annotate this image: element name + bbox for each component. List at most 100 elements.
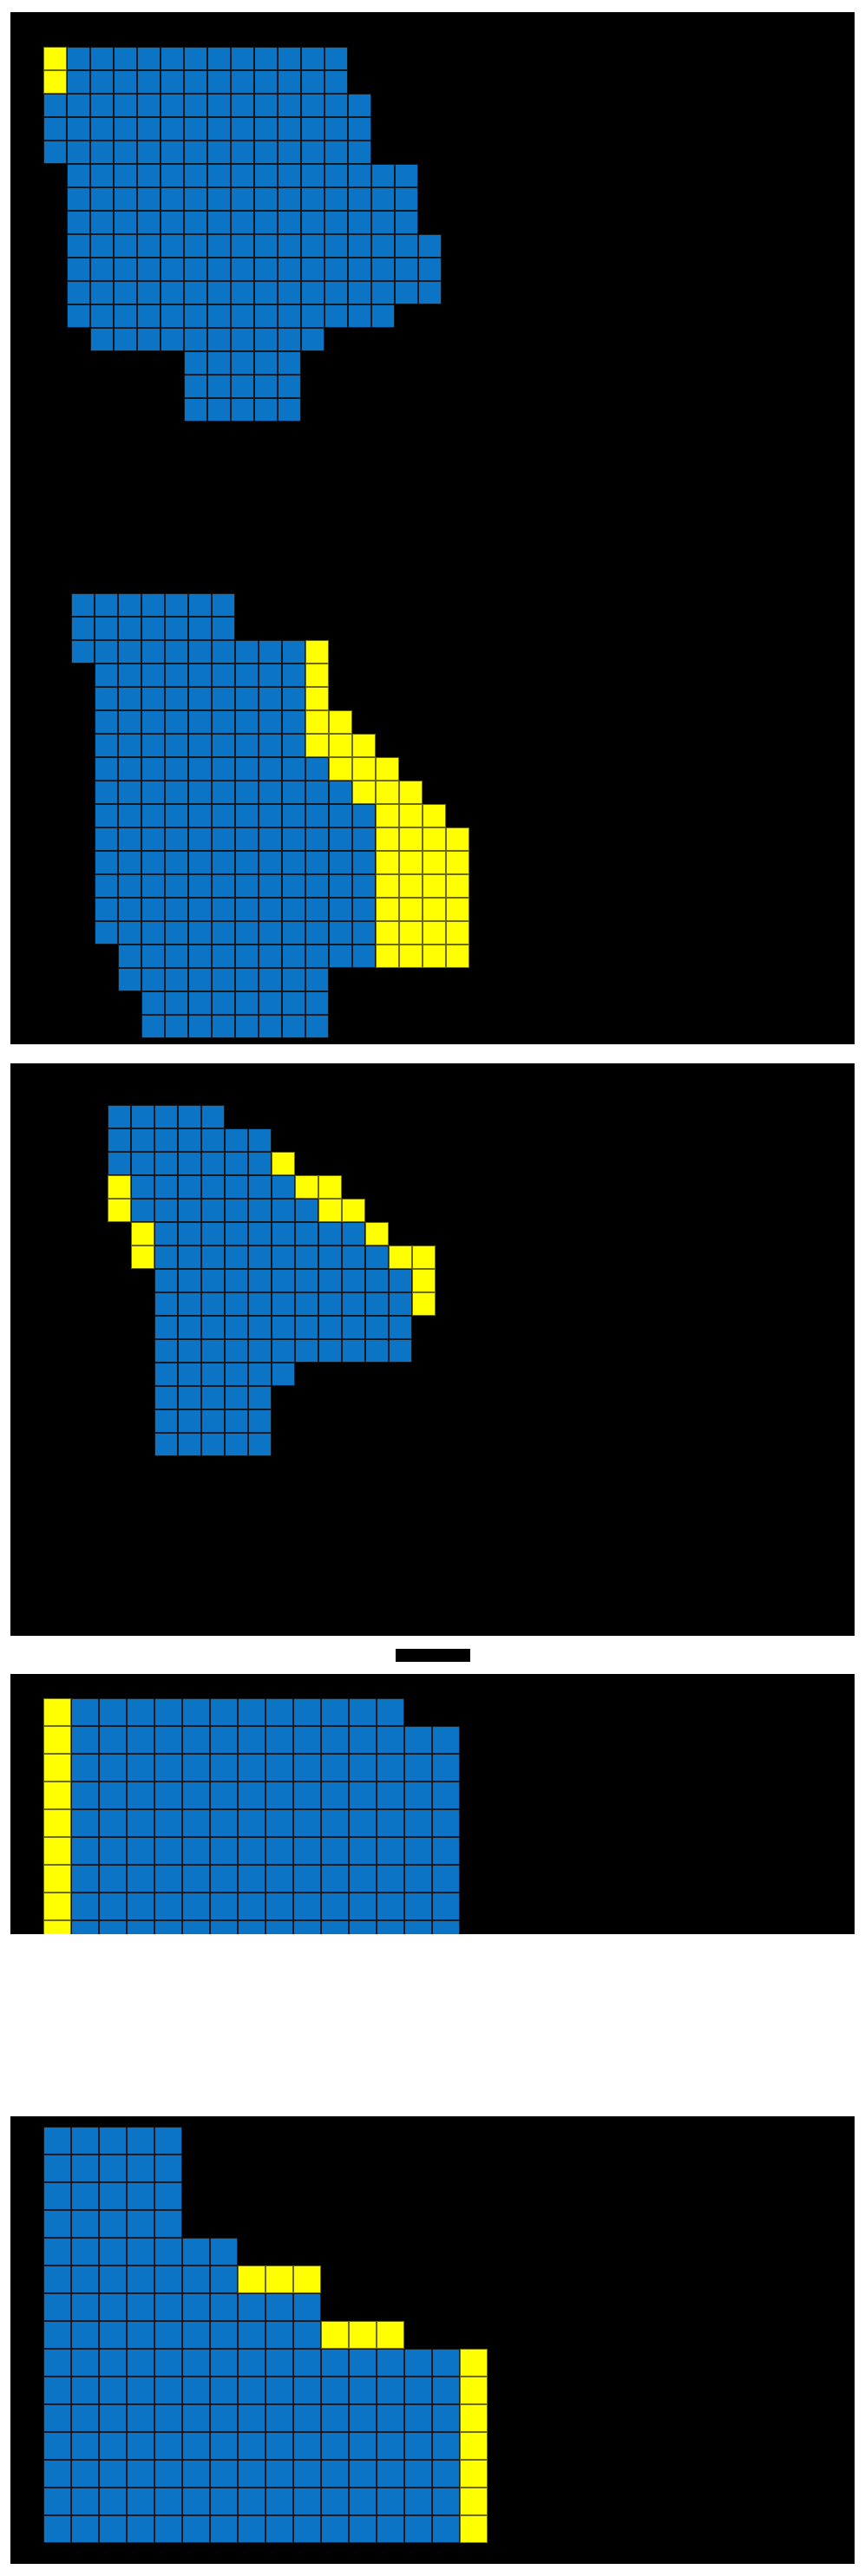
grid-cell-blue[interactable] [265,1754,293,1782]
grid-cell-blue[interactable] [265,2432,293,2460]
grid-cell-blue[interactable] [432,2377,460,2404]
grid-cell-blue[interactable] [99,2349,127,2377]
grid-cell-blue[interactable] [71,2460,99,2488]
grid-cell-blue[interactable] [238,1893,265,1920]
grid-cell-blue[interactable] [201,1339,225,1363]
grid-cell-blue[interactable] [71,2154,99,2182]
grid-cell-blue[interactable] [282,757,305,781]
grid-cell-blue[interactable] [161,211,184,234]
grid-cell-blue[interactable] [282,664,305,687]
grid-cell-blue[interactable] [293,2321,321,2349]
grid-cell-blue[interactable] [404,2404,432,2432]
grid-cell-blue[interactable] [43,2404,71,2432]
grid-cell-blue[interactable] [178,1433,201,1456]
grid-cell-blue[interactable] [67,258,90,281]
grid-cell-blue[interactable] [235,804,259,827]
grid-cell-blue[interactable] [225,1246,248,1269]
grid-cell-blue[interactable] [137,211,161,234]
grid-cell-blue[interactable] [231,70,254,94]
grid-cell-blue[interactable] [254,211,278,234]
grid-cell-yellow[interactable] [376,945,399,968]
grid-cell-blue[interactable] [404,1865,432,1893]
grid-cell-blue[interactable] [265,1865,293,1893]
grid-cell-blue[interactable] [201,1128,225,1152]
grid-cell-blue[interactable] [238,1754,265,1782]
grid-cell-yellow[interactable] [399,851,423,874]
grid-cell-blue[interactable] [282,898,305,921]
grid-cell-blue[interactable] [201,1152,225,1175]
grid-cell-blue[interactable] [184,258,207,281]
grid-cell-yellow[interactable] [376,898,399,921]
grid-cell-blue[interactable] [210,2321,238,2349]
grid-cell-blue[interactable] [377,1782,404,1809]
grid-cell-blue[interactable] [212,640,235,664]
grid-cell-blue[interactable] [99,2265,127,2293]
grid-cell-blue[interactable] [259,1015,282,1038]
grid-cell-blue[interactable] [248,1128,272,1152]
grid-cell-blue[interactable] [165,593,188,617]
grid-cell-blue[interactable] [321,1809,349,1837]
grid-cell-yellow[interactable] [43,1837,71,1865]
grid-cell-blue[interactable] [235,1015,259,1038]
grid-cell-blue[interactable] [127,2377,154,2404]
grid-cell-blue[interactable] [207,375,231,398]
grid-cell-blue[interactable] [141,710,165,734]
grid-cell-blue[interactable] [365,1246,389,1269]
grid-cell-blue[interactable] [371,211,395,234]
grid-cell-blue[interactable] [71,2210,99,2238]
grid-cell-yellow[interactable] [329,757,352,781]
grid-cell-blue[interactable] [178,1128,201,1152]
grid-cell-blue[interactable] [348,281,371,304]
grid-cell-blue[interactable] [154,2293,182,2321]
grid-cell-blue[interactable] [212,757,235,781]
grid-cell-blue[interactable] [321,1726,349,1754]
grid-cell-blue[interactable] [377,2515,404,2543]
grid-cell-blue[interactable] [178,1386,201,1409]
grid-cell-blue[interactable] [137,304,161,328]
grid-cell-blue[interactable] [178,1316,201,1339]
grid-cell-blue[interactable] [43,2460,71,2488]
grid-cell-blue[interactable] [352,921,376,945]
grid-cell-blue[interactable] [131,1175,154,1199]
grid-cell-blue[interactable] [301,164,324,187]
grid-cell-blue[interactable] [365,1316,389,1339]
grid-cell-blue[interactable] [99,2488,127,2515]
grid-cell-blue[interactable] [71,2515,99,2543]
grid-cell-yellow[interactable] [329,710,352,734]
grid-cell-yellow[interactable] [352,757,376,781]
grid-cell-blue[interactable] [404,1726,432,1754]
grid-cell-yellow[interactable] [376,781,399,804]
grid-cell-blue[interactable] [188,1015,212,1038]
grid-cell-blue[interactable] [71,1837,99,1865]
grid-cell-blue[interactable] [154,2488,182,2515]
grid-cell-blue[interactable] [235,757,259,781]
grid-cell-blue[interactable] [154,2210,182,2238]
grid-cell-blue[interactable] [67,47,90,70]
grid-cell-blue[interactable] [371,187,395,211]
grid-cell-blue[interactable] [301,47,324,70]
grid-cell-blue[interactable] [127,1782,154,1809]
grid-cell-blue[interactable] [178,1175,201,1199]
grid-cell-blue[interactable] [389,1292,412,1316]
grid-cell-blue[interactable] [371,304,395,328]
grid-cell-blue[interactable] [210,1698,238,1726]
grid-cell-blue[interactable] [305,804,329,827]
grid-cell-blue[interactable] [154,1726,182,1754]
grid-cell-yellow[interactable] [293,2265,321,2293]
grid-cell-blue[interactable] [127,2404,154,2432]
grid-cell-blue[interactable] [141,664,165,687]
grid-cell-blue[interactable] [210,2515,238,2543]
grid-cell-blue[interactable] [349,2349,377,2377]
grid-cell-blue[interactable] [212,664,235,687]
grid-cell-blue[interactable] [182,2377,210,2404]
grid-cell-blue[interactable] [137,94,161,117]
grid-cell-blue[interactable] [127,2210,154,2238]
grid-cell-blue[interactable] [342,1246,365,1269]
grid-cell-yellow[interactable] [423,827,446,851]
grid-cell-yellow[interactable] [305,664,329,687]
grid-cell-blue[interactable] [95,734,118,757]
grid-cell-blue[interactable] [305,1015,329,1038]
grid-cell-blue[interactable] [184,375,207,398]
grid-cell-blue[interactable] [165,710,188,734]
grid-cell-yellow[interactable] [423,804,446,827]
